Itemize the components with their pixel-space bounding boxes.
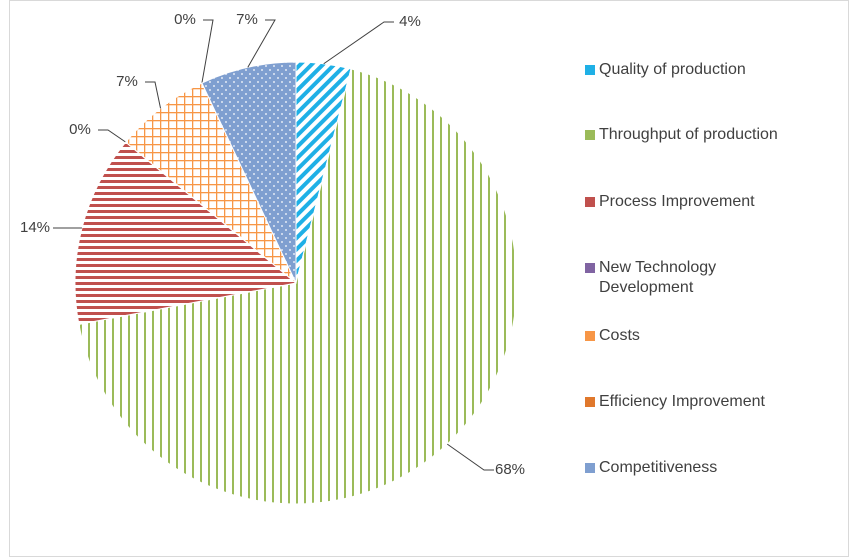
legend-item: Efficiency Improvement [585, 392, 845, 412]
legend-item: Competitiveness [585, 458, 845, 478]
pie-slice [74, 141, 298, 325]
legend-label: Quality of production [599, 61, 746, 78]
legend-swatch [585, 130, 595, 140]
legend-label: Throughput of production [599, 126, 778, 143]
legend-item: Process Improvement [585, 192, 845, 212]
legend-label: Costs [599, 327, 640, 344]
data-label: 0% [69, 121, 91, 138]
legend-label: Efficiency Improvement [599, 393, 765, 410]
data-label: 4% [399, 13, 421, 30]
chart-border [9, 0, 849, 557]
data-label: 0% [174, 11, 196, 28]
data-label: 7% [116, 73, 138, 90]
leader-line [247, 19, 276, 68]
pie-slice [78, 68, 518, 505]
legend-swatch [585, 463, 595, 473]
data-label: 14% [20, 219, 50, 236]
leader-line [98, 129, 126, 143]
legend-item: Throughput of production [585, 125, 845, 145]
legend-swatch [585, 263, 595, 273]
legend-swatch [585, 397, 595, 407]
legend-swatch [585, 65, 595, 75]
leader-line [145, 81, 162, 109]
legend-swatch [585, 331, 595, 341]
leader-line [201, 19, 214, 84]
legend-label: Process Improvement [599, 193, 755, 210]
legend-item: Quality of production [585, 60, 845, 80]
leader-line [323, 21, 394, 65]
data-label: 68% [495, 461, 525, 478]
data-label: 7% [236, 11, 258, 28]
legend-item: New Technology Development [585, 258, 755, 298]
legend-label: New Technology Development [599, 259, 717, 296]
legend-item: Costs [585, 326, 845, 346]
leader-line [446, 443, 494, 471]
legend-label: Competitiveness [599, 459, 718, 476]
legend-swatch [585, 197, 595, 207]
